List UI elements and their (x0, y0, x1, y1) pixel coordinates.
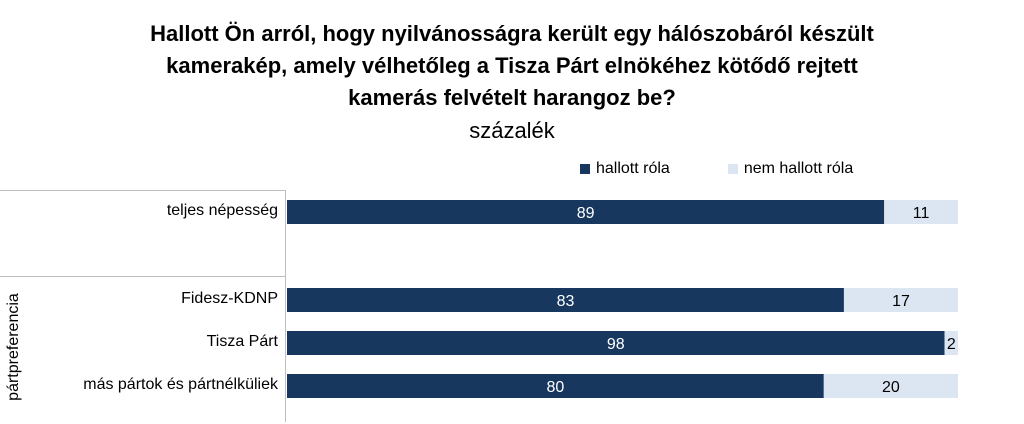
category-label-tisza: Tisza Párt (206, 333, 278, 350)
data-label-hallott-3: 80 (547, 379, 565, 396)
category-axis-frame (0, 190, 286, 422)
legend-swatch-hallott (580, 164, 590, 174)
data-label-hallott-2: 98 (607, 336, 625, 353)
bar-nem-hallott-3 (823, 374, 958, 398)
title-line-2: kamerakép, amely vélhetőleg a Tisza Párt… (166, 53, 858, 78)
bar-nem-hallott-2 (944, 331, 958, 355)
bar-nem-hallott-0 (884, 200, 958, 224)
legend-item-hallott: hallott róla (580, 160, 670, 178)
chart-subtitle: százalék (469, 118, 555, 143)
category-label-mas: más pártok és pártnélküliek (83, 376, 278, 393)
bar-nem-hallott-1 (843, 288, 958, 312)
bar-hallott-1 (287, 288, 844, 312)
data-label-nem-hallott-0: 11 (913, 205, 930, 222)
bar-hallott-0 (287, 200, 885, 224)
legend-label-hallott: hallott róla (596, 160, 670, 177)
title-line-1: Hallott Ön arról, hogy nyilvánosságra ke… (150, 21, 874, 46)
bar-hallott-2 (287, 331, 945, 355)
category-label-fidesz: Fidesz-KDNP (181, 290, 278, 307)
data-label-nem-hallott-1: 17 (892, 293, 910, 310)
group-divider (0, 276, 286, 277)
data-label-hallott-0: 89 (577, 205, 595, 222)
title-line-3: kamerás felvételt harangoz be? (348, 85, 676, 110)
data-label-hallott-1: 83 (557, 293, 575, 310)
legend-label-nem-hallott: nem hallott róla (743, 160, 854, 177)
bar-hallott-3 (287, 374, 824, 398)
data-label-nem-hallott-3: 20 (882, 379, 900, 396)
category-label-teljes: teljes népesség (166, 202, 278, 219)
legend-swatch-nem-hallott (727, 164, 738, 174)
data-label-nem-hallott-2: 2 (947, 336, 956, 353)
legend: hallott róla nem hallott róla (580, 160, 911, 178)
chart-title: Hallott Ön arról, hogy nyilvánosságra ke… (0, 18, 1024, 114)
legend-item-nem-hallott: nem hallott róla (727, 160, 854, 178)
